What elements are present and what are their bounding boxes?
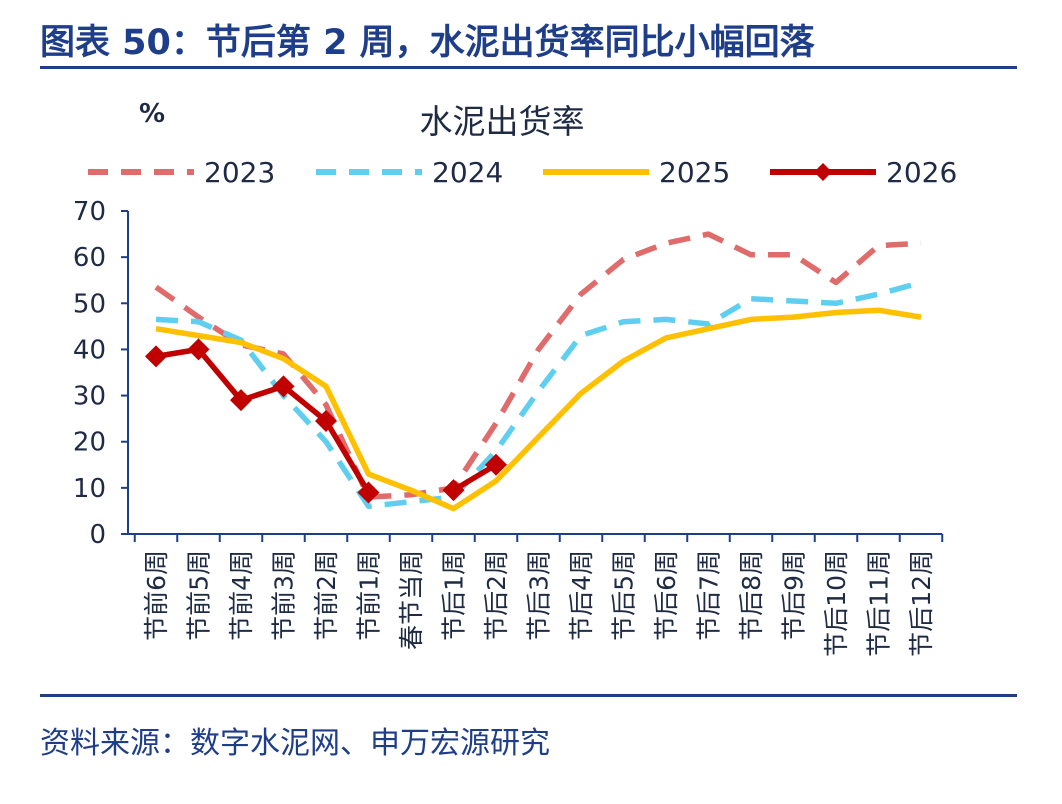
x-tick-label: 节后7周	[695, 550, 724, 641]
legend-item-2023: 2023	[88, 156, 275, 189]
x-tick-label: 节后2周	[482, 550, 511, 641]
plot-area	[145, 231, 922, 512]
y-tick-label: 0	[89, 520, 106, 550]
data-point-2026	[145, 345, 167, 368]
series-line-2026	[452, 462, 498, 493]
y-tick-label: 60	[73, 243, 106, 273]
x-tick-label: 节前3周	[270, 550, 299, 641]
y-axis: 0 10 20 30 40 50 60 70	[73, 197, 129, 550]
series-2023	[154, 231, 922, 500]
series-2026	[145, 338, 507, 504]
y-tick-label: 70	[73, 197, 106, 227]
legend-marker	[814, 163, 832, 181]
x-tick-label: 节后11周	[865, 550, 894, 657]
legend-label: 2023	[204, 156, 275, 189]
legend-item-2026: 2026	[770, 156, 957, 189]
x-tick-label: 节后8周	[737, 550, 766, 641]
chart-title: 水泥出货率	[420, 102, 585, 141]
y-tick-label: 50	[73, 289, 106, 319]
x-tick-label: 节前4周	[227, 550, 256, 641]
source-rule	[40, 694, 1017, 697]
x-tick-label: 节后12周	[907, 550, 936, 657]
y-axis-unit: %	[139, 99, 165, 129]
x-tick-label: 节后10周	[822, 550, 851, 657]
data-point-2026	[187, 338, 210, 361]
x-tick-label: 节后9周	[780, 550, 809, 641]
legend-label: 2026	[886, 156, 957, 189]
x-tick-label: 节前6周	[142, 550, 171, 641]
y-tick-label: 30	[73, 382, 106, 412]
x-tick-label: 节后1周	[440, 550, 469, 641]
x-tick-label: 节前1周	[355, 550, 384, 641]
data-point-2026	[272, 375, 295, 398]
y-tick-label: 10	[73, 474, 106, 504]
figure-title: 图表 50：节后第 2 周，水泥出货率同比小幅回落	[40, 23, 815, 63]
x-tick-label: 节后3周	[525, 550, 554, 641]
figure-source: 资料来源：数字水泥网、申万宏源研究	[40, 726, 550, 761]
data-point-2026	[442, 479, 465, 502]
series-line-2023	[154, 231, 922, 500]
data-point-2026	[315, 409, 337, 432]
x-axis: 节前6周 节前5周 节前4周 节前3周 节前2周 节前1周 春节当周 节后1周 节后2周 节后3周…	[128, 533, 944, 657]
x-tick-label: 节后5周	[610, 550, 639, 641]
series-line-2025	[155, 307, 922, 512]
x-tick-label: 节后4周	[567, 550, 596, 641]
series-2025	[155, 307, 922, 512]
legend-item-2024: 2024	[316, 156, 503, 189]
y-tick-label: 40	[73, 335, 106, 365]
x-tick-label: 节后6周	[652, 550, 681, 641]
data-point-2026	[357, 481, 380, 504]
legend-item-2025: 2025	[543, 156, 730, 189]
x-tick-label: 春节当周	[397, 550, 426, 650]
y-tick-label: 20	[73, 428, 106, 458]
title-rule	[40, 66, 1017, 69]
legend: 2023 2024 2025 2026	[88, 156, 957, 189]
data-point-2026	[230, 389, 252, 412]
legend-label: 2025	[659, 156, 730, 189]
legend-label: 2024	[432, 156, 503, 189]
line-chart: 水泥出货率 % 2023 2024 2025 2026 0 10 20 30 40 50 60 70…	[73, 99, 957, 657]
data-point-2026	[485, 453, 507, 476]
x-tick-label: 节前2周	[312, 550, 341, 641]
x-tick-label: 节前5周	[185, 550, 214, 641]
